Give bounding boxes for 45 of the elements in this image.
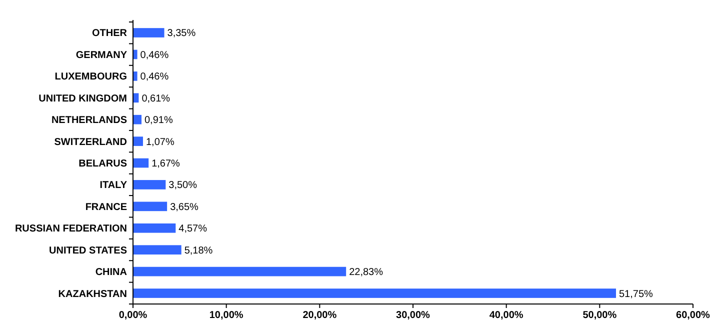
y-tick-label: FRANCE [85, 202, 128, 213]
bar [133, 266, 346, 276]
x-tick-label: 50,00% [582, 310, 617, 321]
x-tick-label: 0,00% [118, 310, 148, 321]
bar [133, 202, 168, 212]
data-label: 5,18% [184, 245, 213, 256]
bar [133, 71, 138, 81]
y-tick-label: KAZAKHSTAN [58, 288, 127, 300]
bar [133, 136, 143, 146]
data-label: 4,57% [178, 224, 208, 235]
data-label: 0,46% [140, 50, 169, 61]
data-label: 3,35% [167, 28, 196, 40]
bar [133, 245, 182, 255]
bar [133, 158, 149, 168]
data-label: 1,67% [152, 158, 180, 170]
data-label: 0,91% [144, 115, 173, 126]
y-tick-label: UNITED STATES [49, 245, 128, 256]
x-tick-label: 60,00% [676, 310, 710, 321]
data-label: 22,83% [349, 267, 384, 278]
y-tick-label: NETHERLANDS [51, 115, 128, 126]
data-label: 51,75% [619, 288, 654, 300]
data-label: 0,46% [140, 72, 169, 83]
y-tick-label: LUXEMBOURG [54, 72, 128, 83]
x-tick-label: 40,00% [489, 310, 524, 321]
data-label: 3,65% [170, 202, 199, 213]
bar [133, 50, 138, 60]
bar [133, 28, 164, 38]
x-tick-label: 20,00% [302, 310, 337, 321]
y-tick-label: ITALY [100, 180, 128, 192]
y-tick-label: UNITED KINGDOM [38, 93, 127, 104]
y-tick-label: CHINA [95, 267, 127, 278]
y-tick-label: OTHER [92, 28, 128, 40]
y-tick-label: RUSSIAN FEDERATION [14, 224, 127, 235]
y-tick-label: SWITZERLAND [54, 136, 127, 148]
data-label: 1,07% [146, 136, 174, 148]
bar [133, 180, 166, 190]
data-label: 3,50% [168, 180, 198, 192]
bar [133, 223, 176, 233]
x-tick-label: 10,00% [209, 310, 244, 321]
y-tick-label: BELARUS [78, 158, 128, 170]
bar [133, 288, 616, 298]
x-tick-label: 30,00% [396, 310, 430, 321]
data-label: 0,61% [142, 93, 170, 104]
y-tick-label: GERMANY [76, 50, 128, 61]
bar [133, 114, 142, 124]
